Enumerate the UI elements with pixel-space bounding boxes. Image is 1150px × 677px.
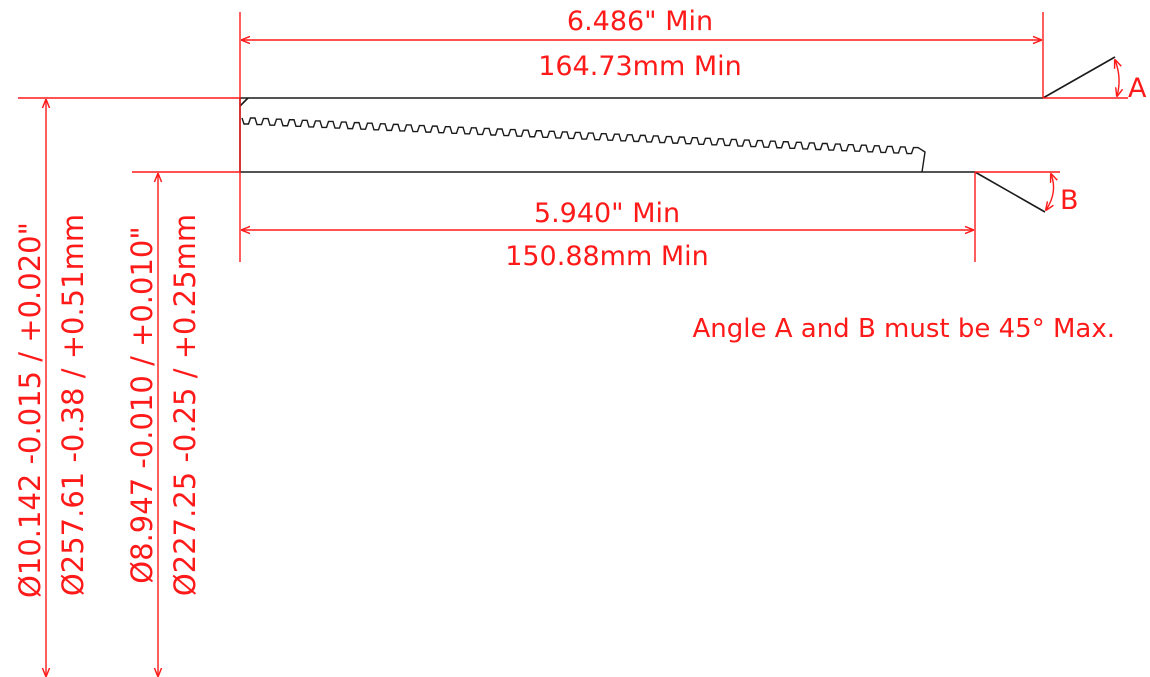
- angle-note: Angle A and B must be 45° Max.: [692, 314, 1115, 344]
- dimension-lines: [46, 40, 1119, 676]
- top-length-inch-label: 6.486" Min: [567, 6, 713, 37]
- bottom-length-mm-label: 150.88mm Min: [505, 241, 709, 272]
- angle-a-arc: [1115, 60, 1119, 96]
- angle-b-label: B: [1060, 185, 1079, 216]
- serration-profile: [241, 117, 926, 173]
- outer-dia-inch-label: Ø10.142 -0.015 / +0.020": [13, 222, 47, 598]
- inner-dia-mm-label: Ø227.25 -0.25 / +0.25mm: [168, 214, 202, 596]
- inner-dia-inch-label: Ø8.947 -0.010 / +0.010": [125, 226, 159, 583]
- angle-b-arc: [1046, 174, 1054, 210]
- top-length-mm-label: 164.73mm Min: [538, 51, 742, 82]
- chamfer-a-line: [1042, 56, 1116, 99]
- chamfer-b-line: [974, 171, 1046, 213]
- outer-dia-mm-label: Ø257.61 -0.38 / +0.51mm: [56, 214, 90, 596]
- angle-a-label: A: [1128, 73, 1147, 104]
- part-outline: [239, 56, 1116, 213]
- outline-corner-chamfer: [239, 97, 249, 107]
- bottom-length-inch-label: 5.940" Min: [534, 198, 680, 229]
